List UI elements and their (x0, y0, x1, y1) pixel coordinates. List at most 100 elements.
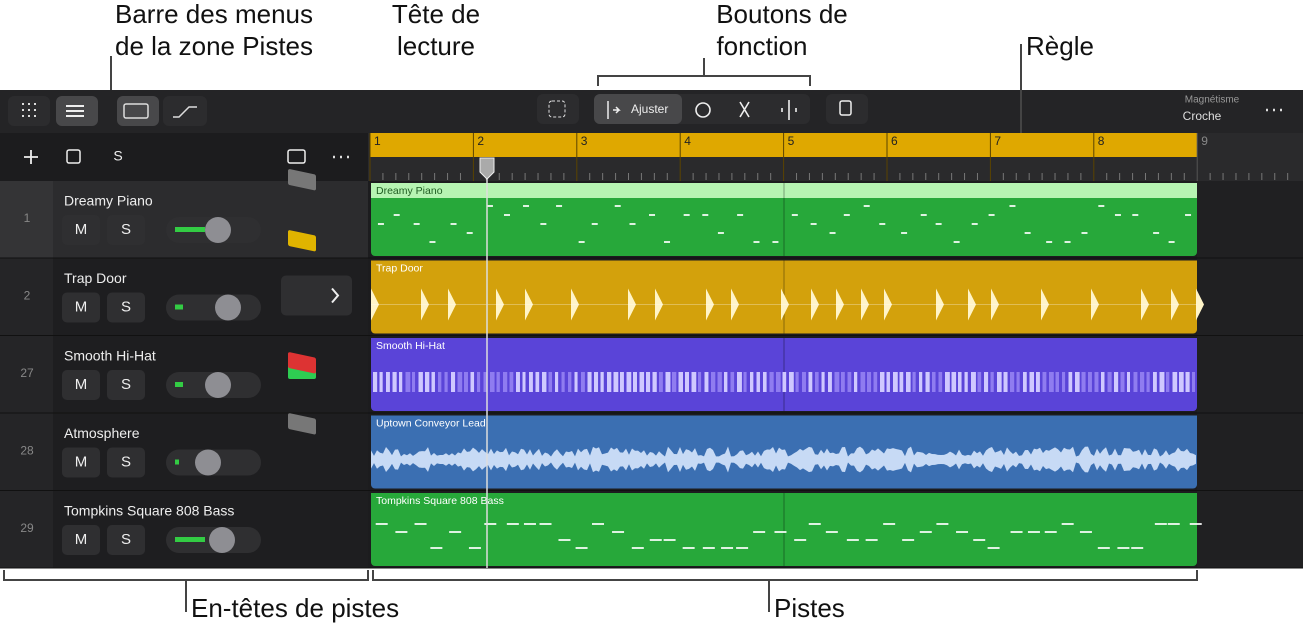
hit (711, 372, 716, 392)
loop-icon[interactable] (695, 102, 711, 118)
level-meter (175, 304, 183, 310)
note (1114, 214, 1121, 216)
hit (945, 372, 950, 392)
hit (724, 372, 728, 392)
hit (1029, 372, 1035, 392)
note (717, 232, 724, 234)
hit (535, 372, 540, 392)
solo-button[interactable] (107, 215, 145, 245)
bar-number: 4 (684, 134, 691, 148)
icon (123, 103, 149, 119)
select-button[interactable] (537, 94, 579, 124)
hit (659, 372, 663, 392)
note (1167, 523, 1180, 525)
volume-knob (205, 372, 231, 398)
playhead-handle[interactable] (479, 157, 495, 180)
note (810, 223, 817, 225)
hit (1196, 288, 1204, 321)
hit (789, 372, 794, 392)
add-track[interactable] (24, 150, 38, 164)
hit (880, 372, 885, 392)
hit (841, 372, 845, 392)
note (612, 531, 625, 533)
note (1117, 547, 1130, 549)
hit (548, 372, 553, 392)
hit (884, 288, 892, 321)
plugin-button[interactable] (281, 275, 352, 316)
note (592, 523, 605, 525)
note (901, 232, 908, 234)
note (450, 223, 457, 225)
annotation: Tête de (392, 0, 480, 29)
copy-button[interactable] (826, 94, 868, 124)
annotation: Règle (1026, 31, 1094, 61)
note (663, 539, 676, 541)
mute-button[interactable] (62, 370, 100, 400)
note (558, 539, 571, 541)
annotation: En-têtes de pistes (191, 593, 399, 623)
hit (405, 372, 411, 392)
hit (1003, 372, 1008, 392)
note (883, 523, 896, 525)
hit (1114, 372, 1119, 392)
hit (743, 372, 747, 392)
hit (425, 372, 430, 392)
number-column (0, 491, 53, 568)
hit (691, 372, 697, 392)
mute-button[interactable] (62, 525, 100, 555)
solo-button[interactable] (107, 292, 145, 323)
mute-button[interactable] (62, 215, 100, 245)
hit (386, 372, 390, 392)
region-name: Dreamy Piano (376, 185, 443, 197)
hit (1062, 372, 1066, 392)
join-icon[interactable] (781, 100, 797, 120)
note (1185, 214, 1192, 216)
hit (516, 372, 520, 392)
hit (1120, 372, 1125, 392)
note (1189, 523, 1202, 525)
note (395, 531, 408, 533)
import[interactable] (287, 149, 306, 164)
hit (1055, 372, 1059, 392)
fit-label: Ajuster (631, 102, 668, 116)
solo-button[interactable] (107, 447, 145, 478)
hit (938, 372, 943, 392)
note (1154, 523, 1167, 525)
mute-button[interactable] (62, 292, 100, 323)
hit (776, 372, 781, 392)
bar-number: 9 (1201, 134, 1208, 148)
hit (561, 372, 565, 392)
note (629, 223, 636, 225)
duplicate[interactable] (66, 149, 81, 164)
scissors-icon[interactable] (739, 101, 750, 118)
track-number: 2 (24, 289, 31, 303)
hit (706, 288, 714, 321)
hit (698, 372, 702, 392)
region[interactable] (371, 183, 1197, 256)
hit (886, 372, 890, 392)
icon (548, 100, 566, 118)
fit-button[interactable] (594, 94, 682, 124)
snap-value[interactable]: Croche (1183, 109, 1222, 123)
hit (626, 372, 632, 392)
hit (763, 372, 767, 392)
hit (438, 372, 442, 392)
mute-label: M (75, 531, 88, 548)
note (466, 232, 473, 234)
note (902, 539, 915, 541)
hit (997, 372, 1002, 392)
note (1168, 241, 1175, 243)
empty-area (1197, 133, 1303, 568)
hit (1081, 372, 1086, 392)
solo-button[interactable] (107, 370, 145, 400)
solo-button[interactable] (107, 525, 145, 555)
track-number: 28 (20, 444, 34, 458)
hit (483, 372, 487, 392)
hit (685, 372, 690, 392)
hit (444, 372, 448, 392)
note (772, 241, 779, 243)
solo-header[interactable]: S (113, 148, 122, 164)
mute-button[interactable] (62, 447, 100, 478)
note (988, 214, 995, 216)
hit (717, 372, 722, 392)
